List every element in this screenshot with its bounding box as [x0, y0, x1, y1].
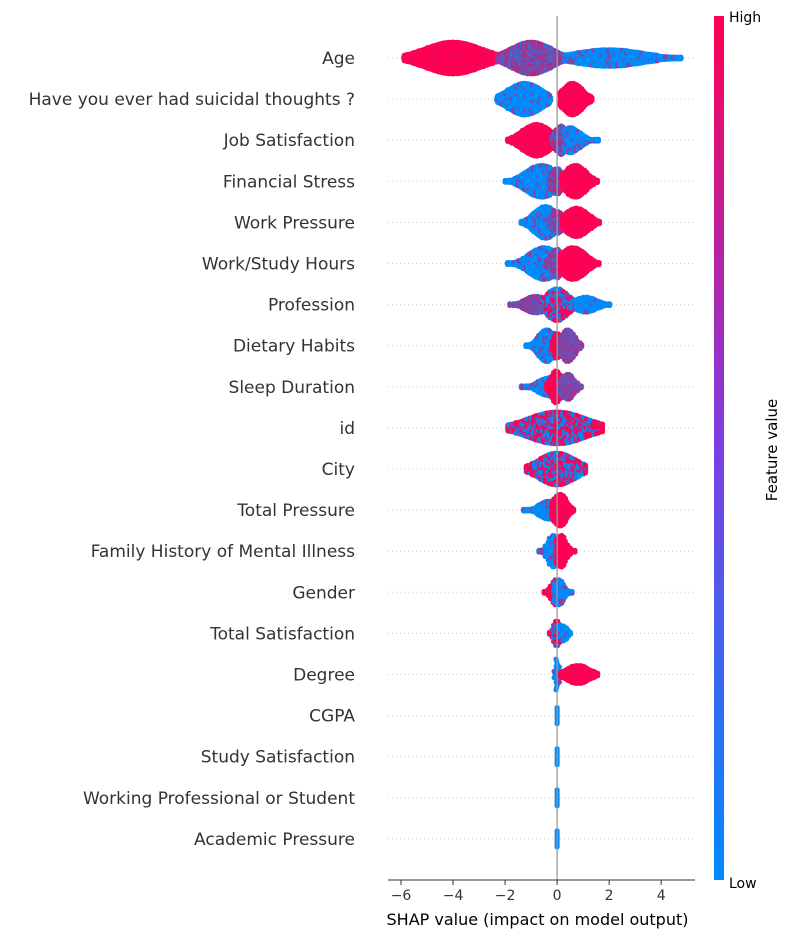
- feature-label: Family History of Mental Illness: [91, 542, 355, 562]
- beeswarm-points: [401, 39, 684, 850]
- shap-point: [547, 92, 553, 98]
- feature-label: Profession: [268, 296, 355, 316]
- feature-label: Work/Study Hours: [202, 255, 355, 275]
- feature-label: Total Pressure: [236, 501, 355, 521]
- feature-label: Study Satisfaction: [201, 748, 355, 768]
- feature-label: City: [322, 460, 355, 480]
- shap-point: [596, 218, 603, 224]
- shap-point: [599, 421, 606, 427]
- shap-point: [607, 301, 613, 307]
- shap-point: [596, 260, 602, 266]
- feature-label: Working Professional or Student: [83, 789, 355, 809]
- shap-point: [579, 341, 585, 348]
- feature-label: Age: [322, 49, 355, 69]
- feature-label: Total Satisfaction: [209, 624, 355, 644]
- feature-label: Financial Stress: [223, 172, 355, 192]
- feature-label: Dietary Habits: [233, 337, 355, 357]
- shap-point: [678, 54, 684, 60]
- feature-label: Job Satisfaction: [223, 131, 355, 151]
- feature-label: Work Pressure: [234, 213, 355, 233]
- feature-label: Academic Pressure: [194, 830, 355, 850]
- shap-point: [578, 383, 584, 389]
- shap-point: [571, 506, 577, 512]
- feature-label: Degree: [293, 666, 355, 686]
- shap-point: [594, 177, 601, 183]
- shap-point: [582, 462, 589, 468]
- feature-label: id: [339, 419, 355, 439]
- shap-point: [595, 136, 602, 142]
- feature-label: Sleep Duration: [229, 378, 355, 398]
- shap-point: [599, 429, 606, 435]
- shap-point: [547, 100, 553, 106]
- shap-point: [582, 470, 589, 476]
- feature-label: CGPA: [309, 707, 355, 727]
- feature-rows: Age Have you ever had suicidal thoughts ?…: [29, 49, 695, 850]
- shap-point: [589, 95, 595, 101]
- feature-label: Gender: [292, 583, 355, 603]
- feature-label: Have you ever had suicidal thoughts ?: [29, 90, 355, 110]
